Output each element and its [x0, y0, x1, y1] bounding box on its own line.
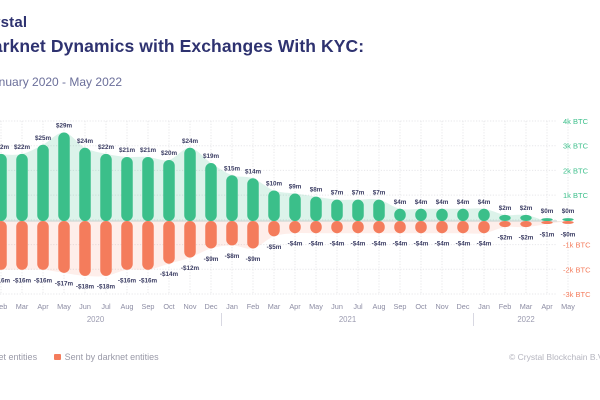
svg-text:-$4m: -$4m — [435, 241, 450, 248]
svg-text:-$16m: -$16m — [13, 277, 32, 284]
svg-text:$9m: $9m — [289, 184, 302, 191]
svg-text:$4m: $4m — [415, 199, 428, 206]
svg-text:-$14m: -$14m — [160, 271, 179, 278]
svg-text:-$9m: -$9m — [246, 256, 261, 263]
svg-text:$29m: $29m — [56, 123, 73, 130]
svg-text:$4m: $4m — [478, 199, 491, 206]
svg-text:-$4m: -$4m — [288, 241, 303, 248]
svg-text:Jun: Jun — [331, 302, 343, 311]
svg-text:$24m: $24m — [182, 138, 199, 145]
svg-text:$21m: $21m — [140, 147, 157, 154]
svg-text:-2k BTC: -2k BTC — [563, 265, 591, 274]
svg-text:-$4m: -$4m — [330, 241, 345, 248]
svg-text:$25m: $25m — [35, 135, 52, 142]
svg-text:-$4m: -$4m — [456, 241, 471, 248]
svg-text:$2m: $2m — [499, 205, 512, 212]
svg-text:-$12m: -$12m — [181, 265, 200, 272]
svg-text:2021: 2021 — [339, 315, 356, 324]
svg-text:$7m: $7m — [352, 190, 365, 197]
svg-text:$7m: $7m — [373, 190, 386, 197]
svg-text:$24m: $24m — [77, 138, 94, 145]
svg-text:May: May — [309, 302, 323, 311]
svg-text:$22m: $22m — [14, 144, 31, 151]
svg-text:-3k BTC: -3k BTC — [563, 290, 591, 299]
svg-text:-$4m: -$4m — [309, 241, 324, 248]
svg-text:-$16m: -$16m — [34, 277, 53, 284]
svg-text:Apr: Apr — [37, 302, 49, 311]
svg-text:Nov: Nov — [184, 302, 197, 311]
svg-text:Mar: Mar — [520, 302, 533, 311]
svg-text:-$4m: -$4m — [372, 241, 387, 248]
svg-text:-$18m: -$18m — [97, 283, 116, 290]
svg-text:Dec: Dec — [205, 302, 218, 311]
svg-text:$19m: $19m — [203, 153, 220, 160]
svg-text:Apr: Apr — [289, 302, 301, 311]
svg-text:$4m: $4m — [457, 199, 470, 206]
svg-text:Sep: Sep — [394, 302, 407, 311]
svg-text:$8m: $8m — [310, 187, 323, 194]
svg-text:Mar: Mar — [268, 302, 281, 311]
svg-text:-$4m: -$4m — [477, 241, 492, 248]
svg-text:-$2m: -$2m — [498, 235, 513, 242]
svg-text:$14m: $14m — [245, 168, 262, 175]
svg-text:Jan: Jan — [226, 302, 238, 311]
svg-text:-$4m: -$4m — [351, 241, 366, 248]
svg-text:2022: 2022 — [517, 315, 534, 324]
svg-text:-$16m: -$16m — [118, 277, 137, 284]
svg-text:-$8m: -$8m — [225, 253, 240, 260]
svg-text:-1k BTC: -1k BTC — [563, 241, 591, 250]
svg-text:$20m: $20m — [161, 150, 178, 157]
svg-text:-$16m: -$16m — [139, 277, 158, 284]
svg-text:2020: 2020 — [87, 315, 105, 324]
svg-text:-$5m: -$5m — [267, 244, 282, 251]
svg-text:Nov: Nov — [436, 302, 449, 311]
svg-text:Jul: Jul — [101, 302, 111, 311]
svg-text:-$2m: -$2m — [519, 235, 534, 242]
svg-text:-$9m: -$9m — [204, 256, 219, 263]
svg-text:-$0m: -$0m — [561, 231, 576, 238]
svg-text:Apr: Apr — [541, 302, 553, 311]
svg-text:$21m: $21m — [119, 147, 136, 154]
svg-text:Jun: Jun — [79, 302, 91, 311]
svg-text:Feb: Feb — [499, 302, 512, 311]
svg-text:2k BTC: 2k BTC — [563, 166, 589, 175]
svg-text:Sep: Sep — [142, 302, 155, 311]
svg-text:Oct: Oct — [415, 302, 426, 311]
svg-text:-$4m: -$4m — [414, 241, 429, 248]
svg-text:May: May — [57, 302, 71, 311]
svg-text:$0m: $0m — [562, 208, 575, 215]
svg-text:Feb: Feb — [0, 302, 7, 311]
svg-text:Aug: Aug — [121, 302, 134, 311]
svg-text:$15m: $15m — [224, 165, 241, 172]
svg-text:-$18m: -$18m — [76, 283, 95, 290]
svg-text:$0m: $0m — [541, 208, 554, 215]
svg-text:$4m: $4m — [436, 199, 449, 206]
svg-text:Jul: Jul — [353, 302, 363, 311]
svg-text:$22m: $22m — [98, 144, 115, 151]
svg-text:-$16m: -$16m — [0, 277, 11, 284]
svg-text:-$1m: -$1m — [540, 232, 555, 239]
svg-text:$4m: $4m — [394, 199, 407, 206]
svg-text:Aug: Aug — [373, 302, 386, 311]
svg-text:Feb: Feb — [247, 302, 260, 311]
svg-text:Jan: Jan — [478, 302, 490, 311]
svg-text:$7m: $7m — [331, 190, 344, 197]
svg-text:-$17m: -$17m — [55, 280, 74, 287]
svg-text:May: May — [561, 302, 575, 311]
svg-text:Mar: Mar — [16, 302, 29, 311]
svg-text:$10m: $10m — [266, 181, 283, 188]
svg-text:3k BTC: 3k BTC — [563, 142, 589, 151]
svg-text:Oct: Oct — [163, 302, 174, 311]
svg-text:$22m: $22m — [0, 144, 9, 151]
svg-text:Dec: Dec — [457, 302, 470, 311]
svg-text:1k BTC: 1k BTC — [563, 191, 589, 200]
svg-text:-$4m: -$4m — [393, 241, 408, 248]
svg-text:4k BTC: 4k BTC — [563, 117, 589, 126]
svg-text:$2m: $2m — [520, 205, 533, 212]
